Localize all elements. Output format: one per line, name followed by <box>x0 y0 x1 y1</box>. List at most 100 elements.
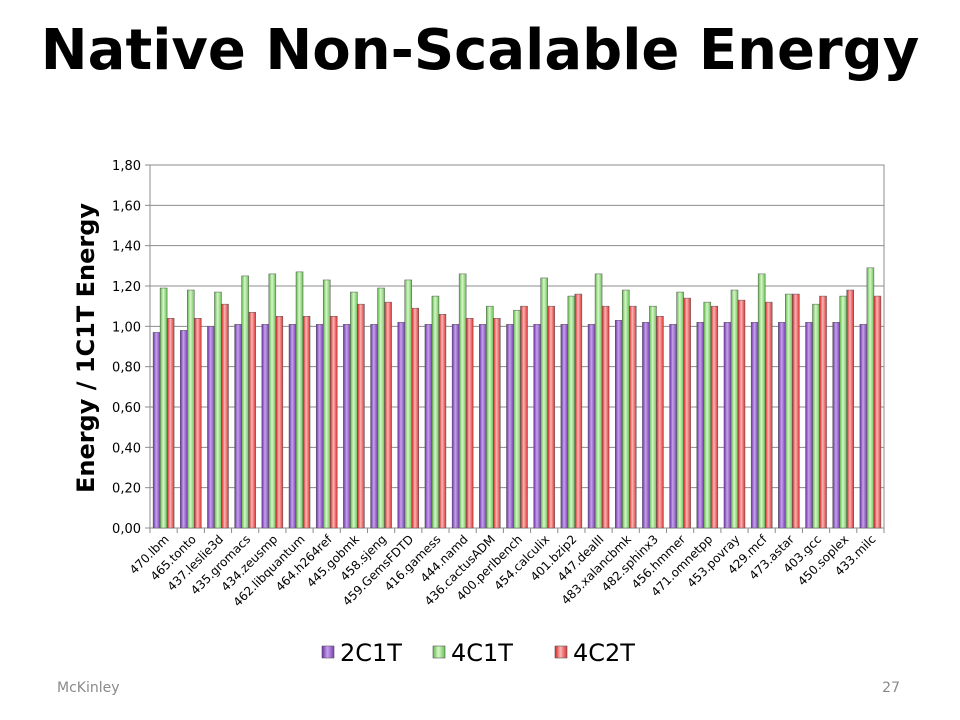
bar-2C1T-416.gamess <box>424 324 433 529</box>
y-axis-title: Energy / 1C1T Energy <box>72 203 100 493</box>
legend-label: 4C1T <box>451 639 513 667</box>
legend-swatch <box>554 645 568 659</box>
bar-4C1T-400.perlbench <box>513 309 521 529</box>
bar-4C1T-450.soplex <box>839 295 847 529</box>
bar-2C1T-433.milc <box>859 324 868 529</box>
bar-4C1T-483.xalancbmk <box>621 289 630 529</box>
bar-4C2T-464.h264ref <box>329 316 338 529</box>
bar-2C1T-436.cactusADM <box>479 324 487 529</box>
bar-4C1T-459.GemsFDTD <box>404 279 413 529</box>
legend-label: 2C1T <box>340 639 402 667</box>
bars <box>152 267 882 529</box>
legend: 2C1T 4C1T 4C2T <box>321 639 635 667</box>
bar-2C1T-459.GemsFDTD <box>397 322 406 529</box>
bar-4C2T-453.povray <box>737 299 746 529</box>
bar-4C1T-456.hmmer <box>676 291 684 529</box>
bar-2C1T-444.namd <box>451 324 460 529</box>
bar-4C1T-465.tonto <box>187 289 195 529</box>
bar-4C2T-445.gobmk <box>357 303 365 529</box>
bar-4C1T-471.omnetpp <box>703 301 712 529</box>
bar-4C2T-444.namd <box>465 318 474 529</box>
bar-2C1T-401.bzip2 <box>560 324 569 529</box>
legend-swatch <box>321 645 335 659</box>
bar-4C1T-429.mcf <box>757 273 766 529</box>
bar-2C1T-400.perlbench <box>506 324 514 529</box>
legend-item-4C2T: 4C2T <box>554 639 635 667</box>
legend-item-4C1T: 4C1T <box>432 639 513 667</box>
bar-2C1T-473.astar <box>778 322 786 529</box>
bar-4C2T-433.milc <box>873 295 882 529</box>
y-tick-label: 0,20 <box>112 482 141 497</box>
bar-2C1T-462.libquantum <box>288 324 297 529</box>
bar-2C1T-450.soplex <box>832 322 840 529</box>
bar-4C2T-400.perlbench <box>520 305 528 529</box>
bar-4C1T-464.h264ref <box>322 279 331 529</box>
bar-4C2T-434.zeusmp <box>275 316 284 529</box>
bar-4C2T-470.lbm <box>166 318 175 529</box>
bar-4C2T-450.soplex <box>846 289 854 529</box>
bar-4C1T-470.lbm <box>159 287 168 529</box>
bar-2C1T-465.tonto <box>180 330 188 529</box>
bar-4C1T-437.leslie3d <box>214 291 222 529</box>
y-tick-label: 1,00 <box>112 320 141 335</box>
bar-2C1T-453.povray <box>723 322 732 529</box>
bar-2C1T-471.omnetpp <box>696 322 705 529</box>
bar-4C2T-473.astar <box>792 293 800 529</box>
bar-4C2T-401.bzip2 <box>574 293 583 529</box>
legend-label: 4C2T <box>573 639 635 667</box>
bar-4C1T-403.gcc <box>812 303 820 529</box>
bar-4C1T-453.povray <box>730 289 739 529</box>
bar-4C1T-401.bzip2 <box>567 295 576 529</box>
footer-author: McKinley <box>57 680 120 696</box>
bar-4C1T-433.milc <box>866 267 875 529</box>
bar-2C1T-429.mcf <box>750 322 759 529</box>
bar-2C1T-458.sjeng <box>370 324 378 529</box>
bar-4C1T-462.libquantum <box>295 271 304 529</box>
bar-4C2T-482.sphinx3 <box>656 316 664 529</box>
y-axis: 0,00 0,20 0,40 0,60 0,80 1,00 1,20 1,40 1,60 1,80 <box>112 159 150 537</box>
bar-4C2T-447.dealII <box>601 305 610 529</box>
bar-2C1T-470.lbm <box>152 332 161 529</box>
y-tick-label: 0,40 <box>112 441 141 456</box>
bar-4C1T-447.dealII <box>594 273 603 529</box>
slide-title: Native Non-Scalable Energy <box>0 20 960 82</box>
bar-4C2T-403.gcc <box>819 295 827 529</box>
bar-2C1T-435.gromacs <box>234 324 242 529</box>
bar-4C2T-459.GemsFDTD <box>411 307 420 529</box>
bar-2C1T-482.sphinx3 <box>642 322 650 529</box>
bar-4C1T-458.sjeng <box>377 287 385 529</box>
bar-4C2T-462.libquantum <box>302 316 311 529</box>
bar-2C1T-437.leslie3d <box>207 326 215 529</box>
bar-2C1T-434.zeusmp <box>261 324 270 529</box>
bar-4C2T-429.mcf <box>764 301 773 529</box>
bar-2C1T-454.calculix <box>533 324 541 529</box>
bar-4C2T-435.gromacs <box>248 311 256 529</box>
bar-2C1T-445.gobmk <box>343 324 351 529</box>
bar-4C2T-454.calculix <box>547 305 555 529</box>
bar-2C1T-447.dealII <box>587 324 596 529</box>
bar-4C2T-458.sjeng <box>384 301 392 529</box>
bar-4C1T-482.sphinx3 <box>649 305 657 529</box>
bar-2C1T-403.gcc <box>805 322 813 529</box>
bar-4C1T-436.cactusADM <box>486 305 494 529</box>
y-tick-label: 1,20 <box>112 280 141 295</box>
y-tick-label: 0,00 <box>112 522 141 537</box>
y-tick-label: 1,60 <box>112 199 141 214</box>
bar-4C2T-436.cactusADM <box>493 318 501 529</box>
y-tick-label: 1,40 <box>112 240 141 255</box>
slide-title-text: Native Non-Scalable Energy <box>40 18 920 83</box>
bar-4C2T-456.hmmer <box>683 297 691 529</box>
bar-4C1T-435.gromacs <box>241 275 249 529</box>
bar-4C2T-483.xalancbmk <box>628 305 637 529</box>
bar-4C1T-416.gamess <box>431 295 440 529</box>
y-tick-label: 0,60 <box>112 401 141 416</box>
bar-2C1T-483.xalancbmk <box>614 320 623 529</box>
bar-4C2T-471.omnetpp <box>710 305 719 529</box>
bar-4C2T-465.tonto <box>194 318 202 529</box>
bar-4C1T-473.astar <box>785 293 793 529</box>
bar-4C2T-437.leslie3d <box>221 303 229 529</box>
bar-4C1T-454.calculix <box>540 277 548 529</box>
x-axis: 470.lbm465.tonto437.leslie3d435.gromacs4… <box>127 528 885 609</box>
y-tick-label: 0,80 <box>112 361 141 376</box>
